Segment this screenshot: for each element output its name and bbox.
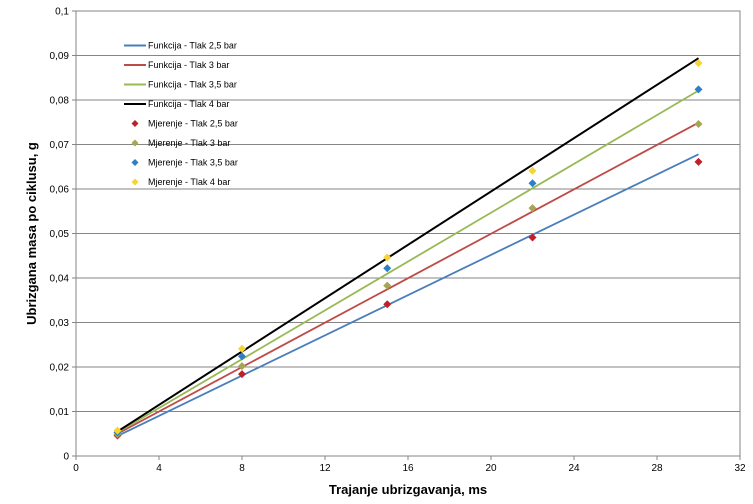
legend-label: Mjerenje - Tlak 2,5 bar xyxy=(148,119,238,129)
legend: Funkcija - Tlak 2,5 bar Funkcija - Tlak 3… xyxy=(124,41,238,187)
x-tick-label: 28 xyxy=(651,463,663,474)
y-tick-label: 0,07 xyxy=(50,140,70,151)
measurement-point-series-3 xyxy=(528,179,537,188)
function-line-1 xyxy=(117,153,699,437)
x-tick-label: 4 xyxy=(156,463,162,474)
measurement-point-series-3 xyxy=(238,352,246,361)
legend-label: Funkcija - Tlak 4 bar xyxy=(148,99,229,109)
x-tick-label: 24 xyxy=(568,463,580,474)
x-tick-label: 20 xyxy=(485,463,497,474)
legend-label: Funkcija - Tlak 3,5 bar xyxy=(148,80,237,90)
function-line-4 xyxy=(116,57,700,433)
measurement-point-series-1 xyxy=(383,300,392,309)
measurement-point-series-2 xyxy=(238,362,246,371)
y-tick-label: 0,09 xyxy=(50,51,70,62)
y-tick-label: 0,04 xyxy=(50,274,70,285)
legend-label: Funkcija - Tlak 3 bar xyxy=(148,60,229,70)
function-lines xyxy=(116,57,700,437)
legend-marker-swatch xyxy=(131,120,139,127)
legend-label: Mjerenje - Tlak 3 bar xyxy=(148,138,230,148)
legend-marker-swatch xyxy=(131,159,139,166)
y-axis-title: Ubrizgana masa po ciklusu, g xyxy=(24,142,39,325)
measurement-point-series-3 xyxy=(383,264,392,273)
legend-label: Mjerenje - Tlak 4 bar xyxy=(148,177,230,187)
axes: 0 0,01 0,02 0,03 0,04 0,05 0,06 0,07 0,08 0,09 0,1… xyxy=(50,7,746,475)
x-axis-title: Trajanje ubrizgavanja, ms xyxy=(329,482,487,497)
x-tick-label: 32 xyxy=(734,463,746,474)
function-line-3 xyxy=(117,89,699,434)
legend-label: Mjerenje - Tlak 3,5 bar xyxy=(148,158,238,168)
y-tick-label: 0,03 xyxy=(50,318,70,329)
y-tick-label: 0 xyxy=(63,452,69,463)
function-line-2 xyxy=(117,121,699,435)
measurement-point-series-2 xyxy=(528,204,537,213)
measurement-point-series-4 xyxy=(383,253,392,262)
measurement-point-series-1 xyxy=(238,370,246,379)
measurement-point-series-4 xyxy=(528,166,537,175)
measurement-point-series-4 xyxy=(694,59,703,68)
measurement-point-series-3 xyxy=(694,85,703,94)
y-tick-label: 0,06 xyxy=(50,185,70,196)
measurement-point-series-2 xyxy=(383,281,392,290)
x-tick-label: 0 xyxy=(73,463,79,474)
x-tick-label: 8 xyxy=(239,463,245,474)
y-tick-label: 0,05 xyxy=(50,229,70,240)
legend-marker-swatch xyxy=(131,139,139,147)
y-tick-label: 0,01 xyxy=(50,407,70,418)
y-tick-label: 0,02 xyxy=(50,363,70,374)
measurement-point-series-1 xyxy=(528,233,537,242)
y-tick-label: 0,08 xyxy=(50,96,70,107)
measurement-markers xyxy=(113,59,703,440)
measurement-point-series-4 xyxy=(238,344,246,353)
legend-label: Funkcija - Tlak 2,5 bar xyxy=(148,41,237,51)
y-tick-label: 0,1 xyxy=(55,7,69,18)
measurement-point-series-2 xyxy=(694,120,703,129)
gridlines xyxy=(76,55,740,412)
x-tick-label: 16 xyxy=(402,463,414,474)
measurement-point-series-1 xyxy=(694,157,703,166)
measurement-point-series-4 xyxy=(113,426,122,435)
x-tick-label: 12 xyxy=(319,463,331,474)
legend-marker-swatch xyxy=(131,178,139,186)
